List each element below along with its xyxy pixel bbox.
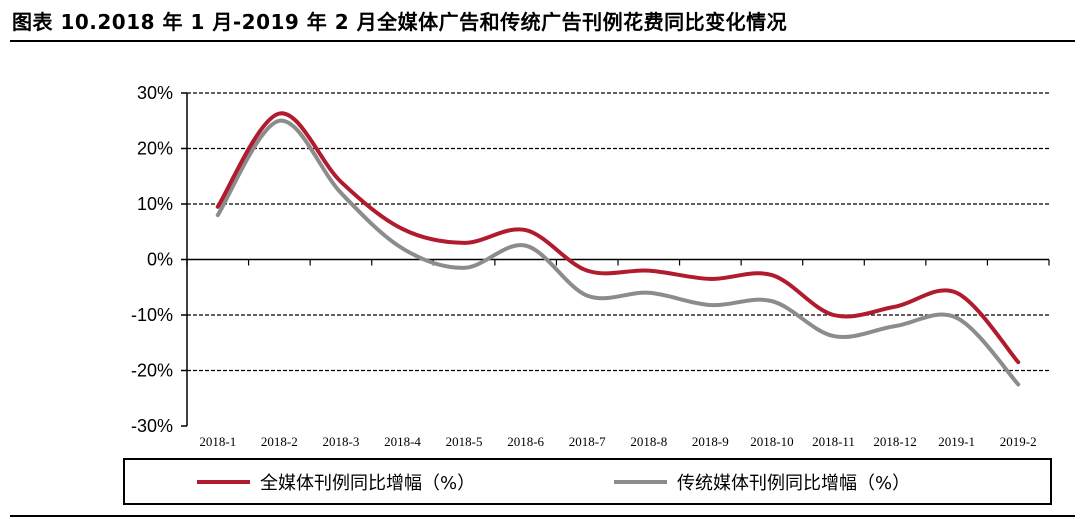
y-tick-label: 30% xyxy=(137,83,173,103)
x-tick-labels: 2018-1 2018-2 2018-3 2018-4 2018-5 2018-6 2018… xyxy=(199,434,1036,449)
x-tick-label: 2018-10 xyxy=(750,434,793,449)
y-tick-label: 0% xyxy=(147,250,173,270)
x-tick-label: 2018-8 xyxy=(630,434,667,449)
axes xyxy=(181,92,1050,427)
x-tick-label: 2019-2 xyxy=(1000,434,1037,449)
y-tick-label: -10% xyxy=(131,305,173,325)
title-divider xyxy=(10,40,1075,42)
x-tick-label: 2018-12 xyxy=(873,434,916,449)
series-line-traditional-media xyxy=(215,118,1021,387)
x-tick-label: 2018-1 xyxy=(199,434,236,449)
x-tick-label: 2018-7 xyxy=(569,434,606,449)
x-tick-label: 2018-9 xyxy=(692,434,729,449)
x-tick-label: 2019-1 xyxy=(938,434,975,449)
x-tick-label: 2018-5 xyxy=(446,434,483,449)
x-tick-label: 2018-2 xyxy=(261,434,298,449)
x-tick-label: 2018-11 xyxy=(812,434,855,449)
legend-label: 全媒体刊例同比增幅（%） xyxy=(260,473,475,494)
legend: 全媒体刊例同比增幅（%） 传统媒体刊例同比增幅（%） xyxy=(123,458,1052,505)
x-tick-label: 2018-4 xyxy=(384,434,421,449)
y-tick-label: -20% xyxy=(131,361,173,381)
y-tick-label: 20% xyxy=(137,139,173,159)
y-tick-label: -30% xyxy=(131,416,173,436)
series-line-all-media xyxy=(215,111,1021,365)
legend-box xyxy=(123,458,1052,505)
y-tick-label: 10% xyxy=(137,194,173,214)
gridlines xyxy=(187,92,1049,372)
x-tick-label: 2018-3 xyxy=(323,434,360,449)
x-tick-label: 2018-6 xyxy=(507,434,544,449)
y-tick-labels: 30% 20% 10% 0% -10% -20% -30% xyxy=(131,83,173,436)
legend-label: 传统媒体刊例同比增幅（%） xyxy=(677,473,910,494)
chart-title: 图表 10.2018 年 1 月-2019 年 2 月全媒体广告和传统广告刊例花… xyxy=(12,10,788,34)
bottom-divider xyxy=(10,515,1075,517)
series-lines xyxy=(215,111,1021,387)
